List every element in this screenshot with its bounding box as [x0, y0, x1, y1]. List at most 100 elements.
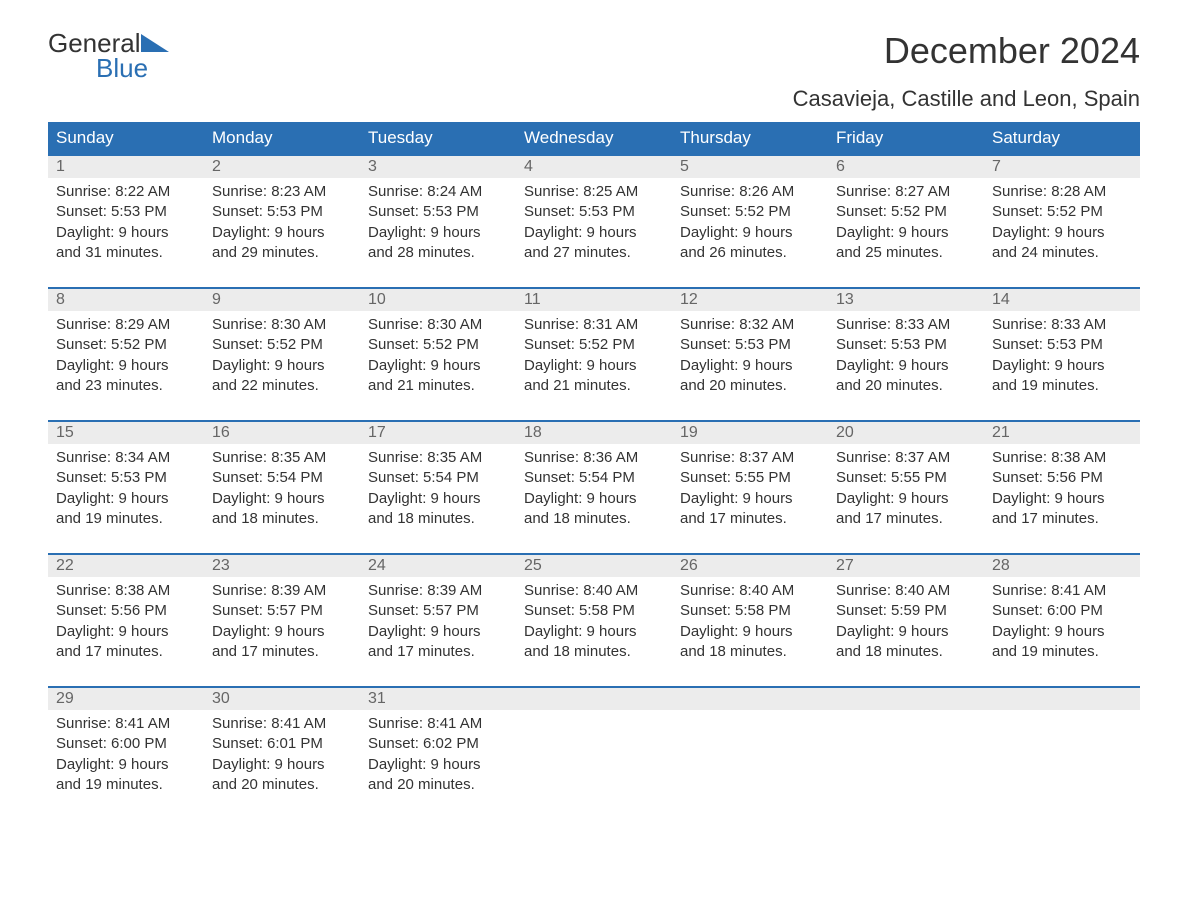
day-number-row: 293031: [48, 688, 1140, 710]
day-sunrise: Sunrise: 8:33 AM: [992, 315, 1132, 335]
day-cell: [984, 710, 1140, 801]
day-sunset: Sunset: 5:53 PM: [56, 468, 196, 488]
day-cell: Sunrise: 8:40 AMSunset: 5:58 PMDaylight:…: [516, 577, 672, 668]
day-sunrise: Sunrise: 8:36 AM: [524, 448, 664, 468]
day-cell: Sunrise: 8:37 AMSunset: 5:55 PMDaylight:…: [672, 444, 828, 535]
day-number: 30: [204, 688, 360, 710]
day-cell: Sunrise: 8:22 AMSunset: 5:53 PMDaylight:…: [48, 178, 204, 269]
day-sunrise: Sunrise: 8:24 AM: [368, 182, 508, 202]
day-cell: Sunrise: 8:33 AMSunset: 5:53 PMDaylight:…: [984, 311, 1140, 402]
day-sunset: Sunset: 5:55 PM: [680, 468, 820, 488]
day-number: 5: [672, 156, 828, 178]
day-cell: Sunrise: 8:36 AMSunset: 5:54 PMDaylight:…: [516, 444, 672, 535]
day-cell: Sunrise: 8:28 AMSunset: 5:52 PMDaylight:…: [984, 178, 1140, 269]
month-title: December 2024: [793, 30, 1140, 72]
day-sunset: Sunset: 5:56 PM: [56, 601, 196, 621]
day-sunset: Sunset: 5:53 PM: [992, 335, 1132, 355]
day-number: 2: [204, 156, 360, 178]
day-cell: Sunrise: 8:33 AMSunset: 5:53 PMDaylight:…: [828, 311, 984, 402]
day-dl2: and 17 minutes.: [212, 642, 352, 662]
day-sunset: Sunset: 6:02 PM: [368, 734, 508, 754]
day-number: 8: [48, 289, 204, 311]
day-cell: Sunrise: 8:29 AMSunset: 5:52 PMDaylight:…: [48, 311, 204, 402]
day-dl1: Daylight: 9 hours: [992, 489, 1132, 509]
day-sunrise: Sunrise: 8:23 AM: [212, 182, 352, 202]
day-sunrise: Sunrise: 8:35 AM: [368, 448, 508, 468]
day-sunset: Sunset: 5:52 PM: [836, 202, 976, 222]
day-sunset: Sunset: 5:55 PM: [836, 468, 976, 488]
calendar-week: 891011121314Sunrise: 8:29 AMSunset: 5:52…: [48, 287, 1140, 402]
day-sunrise: Sunrise: 8:35 AM: [212, 448, 352, 468]
day-cell: Sunrise: 8:27 AMSunset: 5:52 PMDaylight:…: [828, 178, 984, 269]
day-dl1: Daylight: 9 hours: [524, 223, 664, 243]
day-dl1: Daylight: 9 hours: [368, 223, 508, 243]
day-dl1: Daylight: 9 hours: [992, 356, 1132, 376]
day-dl2: and 18 minutes.: [368, 509, 508, 529]
day-number: 3: [360, 156, 516, 178]
day-dl1: Daylight: 9 hours: [524, 489, 664, 509]
day-dl2: and 17 minutes.: [836, 509, 976, 529]
day-cell: Sunrise: 8:38 AMSunset: 5:56 PMDaylight:…: [984, 444, 1140, 535]
day-sunrise: Sunrise: 8:29 AM: [56, 315, 196, 335]
day-sunrise: Sunrise: 8:34 AM: [56, 448, 196, 468]
day-sunrise: Sunrise: 8:39 AM: [368, 581, 508, 601]
day-sunset: Sunset: 5:54 PM: [524, 468, 664, 488]
day-number: 10: [360, 289, 516, 311]
day-sunset: Sunset: 5:53 PM: [524, 202, 664, 222]
day-number: 17: [360, 422, 516, 444]
day-number: 18: [516, 422, 672, 444]
day-content-row: Sunrise: 8:22 AMSunset: 5:53 PMDaylight:…: [48, 178, 1140, 269]
day-dl2: and 18 minutes.: [836, 642, 976, 662]
day-sunrise: Sunrise: 8:30 AM: [368, 315, 508, 335]
weekday-header: Thursday: [672, 122, 828, 154]
day-number: 16: [204, 422, 360, 444]
day-number-row: 891011121314: [48, 289, 1140, 311]
day-sunset: Sunset: 5:56 PM: [992, 468, 1132, 488]
day-dl2: and 24 minutes.: [992, 243, 1132, 263]
weekday-header: Saturday: [984, 122, 1140, 154]
day-sunset: Sunset: 6:00 PM: [992, 601, 1132, 621]
day-content-row: Sunrise: 8:34 AMSunset: 5:53 PM Daylight:…: [48, 444, 1140, 535]
day-dl1: Daylight: 9 hours: [368, 622, 508, 642]
day-cell: Sunrise: 8:41 AMSunset: 6:00 PMDaylight:…: [48, 710, 204, 801]
day-dl1: Daylight: 9 hours: [524, 356, 664, 376]
day-dl2: and 25 minutes.: [836, 243, 976, 263]
day-sunset: Sunset: 5:57 PM: [368, 601, 508, 621]
day-number-row: 22232425262728: [48, 555, 1140, 577]
day-sunset: Sunset: 5:52 PM: [212, 335, 352, 355]
day-number-row: 15161718192021: [48, 422, 1140, 444]
day-dl2: and 31 minutes.: [56, 243, 196, 263]
day-sunset: Sunset: 6:01 PM: [212, 734, 352, 754]
day-cell: Sunrise: 8:40 AMSunset: 5:59 PMDaylight:…: [828, 577, 984, 668]
calendar-week: 22232425262728Sunrise: 8:38 AMSunset: 5:…: [48, 553, 1140, 668]
day-cell: Sunrise: 8:38 AMSunset: 5:56 PMDaylight:…: [48, 577, 204, 668]
day-number: 23: [204, 555, 360, 577]
day-sunrise: Sunrise: 8:37 AM: [680, 448, 820, 468]
day-dl1: Daylight: 9 hours: [992, 223, 1132, 243]
logo: General Blue: [48, 30, 169, 83]
day-number: [672, 688, 828, 710]
day-number: 6: [828, 156, 984, 178]
day-dl1: Daylight: 9 hours: [56, 622, 196, 642]
day-sunset: Sunset: 5:52 PM: [680, 202, 820, 222]
day-sunrise: Sunrise: 8:40 AM: [836, 581, 976, 601]
day-dl1: Daylight: 9 hours: [368, 489, 508, 509]
day-cell: Sunrise: 8:40 AMSunset: 5:58 PMDaylight:…: [672, 577, 828, 668]
day-dl1: Daylight: 9 hours: [56, 356, 196, 376]
day-number: 31: [360, 688, 516, 710]
day-dl1: Daylight: 9 hours: [836, 489, 976, 509]
day-number: 25: [516, 555, 672, 577]
day-cell: Sunrise: 8:26 AMSunset: 5:52 PMDaylight:…: [672, 178, 828, 269]
calendar-week: 15161718192021Sunrise: 8:34 AMSunset: 5:…: [48, 420, 1140, 535]
weekday-header: Sunday: [48, 122, 204, 154]
day-dl1: Daylight: 9 hours: [212, 622, 352, 642]
logo-text-general: General: [48, 28, 141, 58]
day-sunset: Sunset: 5:53 PM: [56, 202, 196, 222]
day-dl2: and 17 minutes.: [56, 642, 196, 662]
day-dl1: Daylight: 9 hours: [836, 622, 976, 642]
day-sunrise: Sunrise: 8:30 AM: [212, 315, 352, 335]
day-number: [984, 688, 1140, 710]
day-dl1: Daylight: 9 hours: [212, 356, 352, 376]
day-dl1: Daylight: 9 hours: [212, 223, 352, 243]
day-dl2: and 19 minutes.: [56, 775, 196, 795]
